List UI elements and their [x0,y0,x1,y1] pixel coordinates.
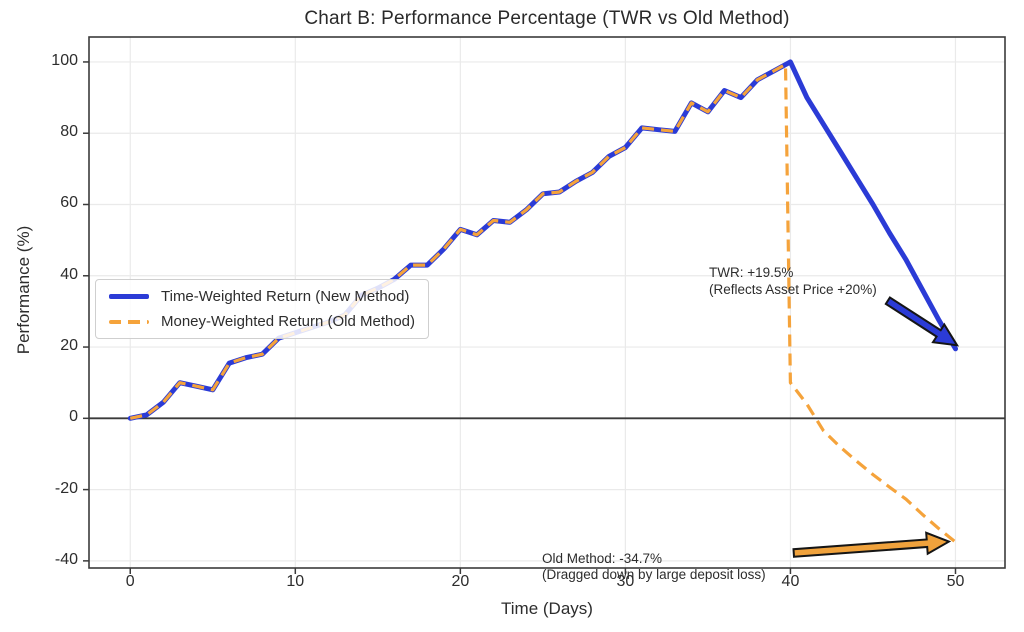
x-axis-label: Time (Days) [501,599,593,618]
annotation-old-method-line2: (Dragged down by large deposit loss) [542,567,766,582]
annotation-twr-line1: TWR: +19.5% [709,265,794,280]
old-method-arrow [792,531,952,558]
twr-arrow [884,296,960,347]
legend-item: Money-Weighted Return (Old Method) [109,313,415,330]
annotation-old-method: Old Method: -34.7% (Dragged down by larg… [542,551,766,583]
legend-item: Time-Weighted Return (New Method) [109,288,415,305]
series-twr-line [127,59,958,421]
chart-title: Chart B: Performance Percentage (TWR vs … [304,8,790,29]
legend: Time-Weighted Return (New Method) Money-W… [95,279,430,339]
plot-border [88,36,1006,569]
y-axis-label: Performance (%) [14,225,33,355]
annotation-twr: TWR: +19.5% (Reflects Asset Price +20%) [709,264,877,298]
series-mwr-line [129,62,957,544]
dashed-line-sample-icon [109,319,149,324]
annotation-twr-line2: (Reflects Asset Price +20%) [709,282,877,297]
legend-item-label: Time-Weighted Return (New Method) [161,288,410,305]
legend-item-label: Money-Weighted Return (Old Method) [161,313,416,330]
annotation-old-method-line1: Old Method: -34.7% [542,551,663,566]
solid-line-sample-icon [109,294,149,299]
